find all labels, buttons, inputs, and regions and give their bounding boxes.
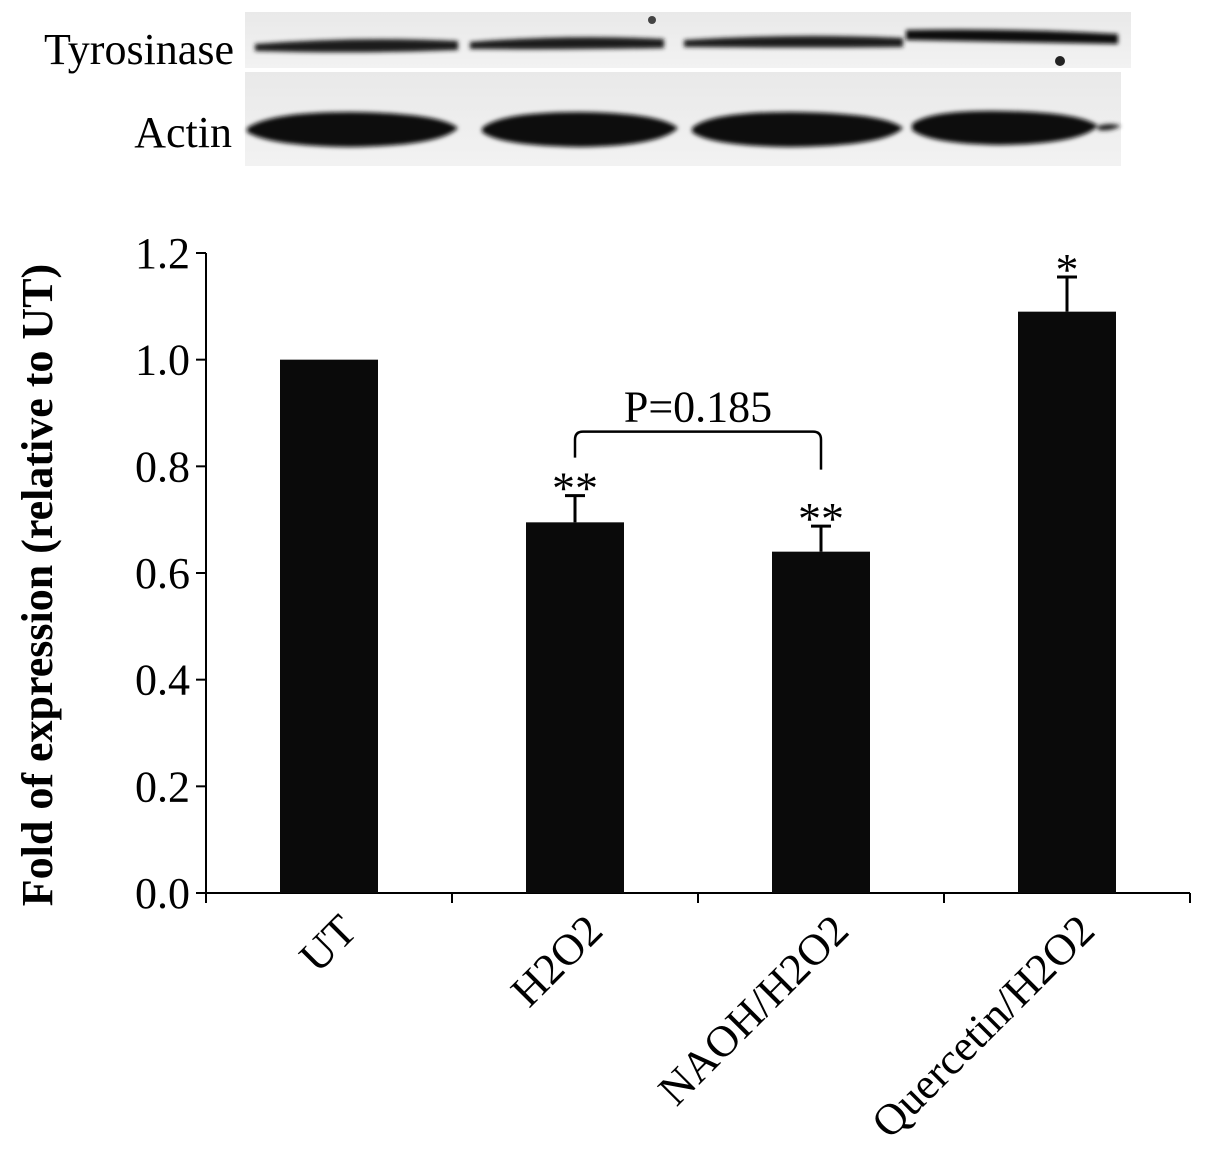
actin-bands xyxy=(247,110,1121,147)
y-tick-label: 0.2 xyxy=(135,762,190,811)
actin-band-2 xyxy=(482,112,678,147)
y-tick-label: 0.0 xyxy=(135,869,190,918)
y-tick-label: 0.8 xyxy=(135,442,190,491)
bars xyxy=(280,311,1116,894)
significance-mark: * xyxy=(1056,244,1079,295)
y-ticks: 0.0 0.2 0.4 0.6 0.8 1.0 1.2 xyxy=(135,229,206,918)
actin-band-4 xyxy=(912,110,1098,145)
category-label: H2O2 xyxy=(501,905,612,1016)
actin-band-1 xyxy=(247,112,458,147)
blot-label-tyrosinase: Tyrosinase xyxy=(44,25,234,74)
blot-speck xyxy=(648,16,656,24)
x-ticks xyxy=(205,893,1191,903)
category-labels: UT H2O2 NAOH/H2O2 Quercetin/H2O2 xyxy=(290,905,1104,1147)
y-tick-label: 0.4 xyxy=(135,656,190,705)
y-tick-label: 1.2 xyxy=(135,229,190,278)
blot-speck xyxy=(1055,56,1065,66)
significance-mark: ** xyxy=(798,493,844,544)
western-blot: Tyrosinase Actin xyxy=(44,12,1131,166)
bar xyxy=(526,522,624,893)
bar xyxy=(772,551,870,893)
y-tick-label: 1.0 xyxy=(135,336,190,385)
actin-band-3 xyxy=(692,112,903,147)
category-label: Quercetin/H2O2 xyxy=(862,905,1104,1147)
comparison-label: P=0.185 xyxy=(624,383,772,432)
y-axis-title: Fold of expression (relative to UT) xyxy=(13,264,62,906)
significance-marks: ***** xyxy=(552,244,1079,544)
category-label: UT xyxy=(290,905,366,981)
comparison-bracket-line xyxy=(573,430,823,470)
tyrosinase-bands xyxy=(255,29,1118,53)
bar xyxy=(280,359,378,894)
y-tick-label: 0.6 xyxy=(135,549,190,598)
actin-band-tail xyxy=(1098,124,1121,131)
bar-chart: 0.00.20.40.60.81.01.2 ***** UT H2O2 NAOH/H… xyxy=(13,229,1191,1147)
tyrosinase-band-1 xyxy=(255,39,458,53)
blot-label-actin: Actin xyxy=(134,108,232,157)
tyrosinase-band-3 xyxy=(684,35,903,48)
error-bars xyxy=(565,275,1077,552)
tyrosinase-band-2 xyxy=(470,37,664,50)
comparison-bracket: P=0.185 xyxy=(573,383,823,470)
significance-mark: ** xyxy=(552,463,598,514)
tyrosinase-band-4 xyxy=(906,29,1118,44)
category-label: NAOH/H2O2 xyxy=(649,905,858,1114)
bar xyxy=(1018,311,1116,894)
